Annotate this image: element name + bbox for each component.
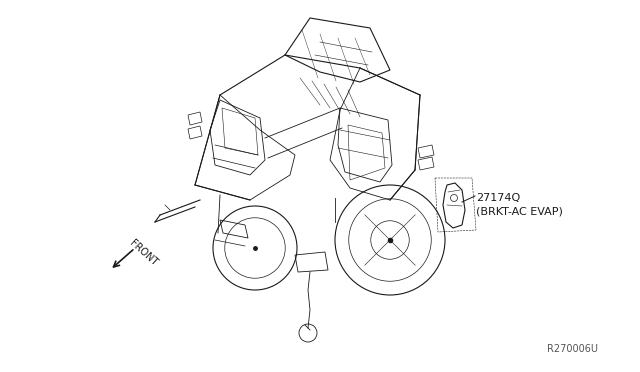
Text: (BRKT-AC EVAP): (BRKT-AC EVAP)	[476, 206, 563, 216]
Text: FRONT: FRONT	[128, 238, 159, 268]
Text: R270006U: R270006U	[547, 344, 598, 354]
Text: 27174Q: 27174Q	[476, 193, 520, 203]
